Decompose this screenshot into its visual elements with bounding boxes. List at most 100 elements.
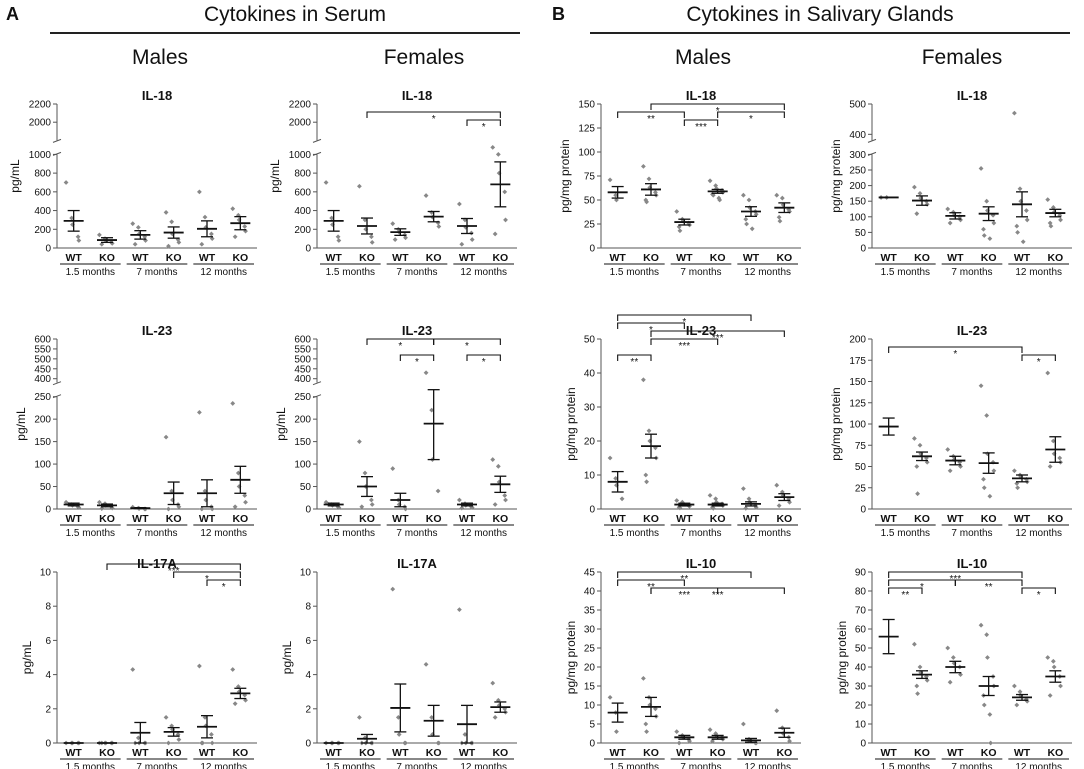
g-m-il23-data-point bbox=[613, 476, 619, 481]
g-f-il10-title: IL-10 bbox=[957, 556, 987, 571]
g-f-il18-data-point bbox=[1012, 110, 1017, 116]
g-m-il10-group-label: KO bbox=[710, 747, 726, 759]
s-f-il18-data-point bbox=[436, 224, 442, 229]
s-m-il23-data-point bbox=[232, 504, 238, 510]
s-f-il18-group-label: WT bbox=[326, 252, 343, 264]
g-m-il10-significance-stars: *** bbox=[678, 590, 690, 601]
g-f-il23-data-point bbox=[912, 436, 917, 441]
s-f-il23-data-point bbox=[369, 502, 375, 507]
g-f-il18-data-point bbox=[978, 166, 984, 171]
s-m-il18-title: IL-18 bbox=[142, 88, 172, 103]
g-m-il23-group-label: KO bbox=[776, 513, 792, 525]
s-f-il18-y-tick-label: 2200 bbox=[289, 100, 312, 111]
s-m-il23-y-label: pg/mL bbox=[14, 407, 28, 441]
s-m-il23-axis-break-mark bbox=[52, 381, 62, 386]
s-m-il23-data-point bbox=[199, 506, 205, 512]
s-f-il18-data-point bbox=[503, 217, 508, 223]
panel-letter-a: A bbox=[6, 4, 19, 24]
s-m-il23-data-point bbox=[76, 505, 82, 511]
s-f-il18-data-point bbox=[462, 217, 468, 223]
s-m-il23-age-label: 7 months bbox=[136, 528, 177, 539]
g-f-il18-y-tick-label: 100 bbox=[849, 212, 866, 223]
g-f-il10-significance-bracket bbox=[888, 587, 923, 594]
g-m-il10-y-tick-label: 20 bbox=[584, 663, 596, 674]
s-m-il17a-age-label: 1.5 months bbox=[66, 762, 115, 769]
g-f-il23-y-tick-label: 100 bbox=[849, 420, 866, 431]
g-m-il10-data-point bbox=[741, 721, 746, 727]
g-m-il18-significance-bracket bbox=[717, 111, 785, 118]
g-f-il10-group-label: WT bbox=[1014, 747, 1031, 759]
g-f-il23-data-point bbox=[917, 442, 923, 448]
g-f-il23-data-point bbox=[987, 493, 993, 499]
s-f-il17a-data-point bbox=[423, 661, 429, 667]
s-f-il23-significance-bracket bbox=[466, 354, 501, 361]
g-m-il10-data-point bbox=[644, 729, 649, 735]
g-f-il18-y-tick-label: 500 bbox=[849, 100, 866, 111]
s-f-il18-data-point bbox=[357, 183, 362, 189]
s-f-il18-y-label: pg/mL bbox=[268, 159, 282, 193]
g-m-il10-data-point bbox=[753, 740, 759, 746]
s-f-il18-data-point bbox=[335, 234, 341, 240]
g-m-il23-y-tick-label: 50 bbox=[584, 335, 596, 346]
s-f-il18-group-label: WT bbox=[392, 252, 409, 264]
s-m-il18-y-tick-label: 1000 bbox=[29, 150, 52, 161]
g-f-il10-age-label: 7 months bbox=[951, 762, 992, 769]
s-f-il18-group-label: KO bbox=[359, 252, 375, 264]
s-f-il17a-group-label: WT bbox=[326, 747, 343, 759]
g-m-il23-significance-stars: * bbox=[682, 317, 686, 328]
s-m-il17a-significance-stars: * bbox=[222, 582, 226, 593]
s-m-il17a-y-label: pg/mL bbox=[20, 641, 34, 675]
s-m-il23-y-tick-label: 600 bbox=[34, 335, 51, 346]
s-f-il23-y-tick-label: 250 bbox=[294, 392, 311, 403]
g-f-il23-data-point bbox=[915, 491, 920, 497]
s-f-il23-data-point bbox=[403, 506, 408, 512]
s-f-il18-data-point bbox=[330, 222, 335, 227]
s-f-il18-data-point bbox=[336, 238, 342, 243]
g-m-il18-data-point bbox=[614, 197, 619, 203]
g-f-il18-data-point bbox=[981, 226, 986, 232]
s-f-il18-data-point bbox=[469, 237, 475, 242]
s-f-il18-data-point bbox=[459, 241, 465, 247]
s-f-il18-data-point bbox=[463, 225, 469, 230]
s-m-il18-y-tick-label: 200 bbox=[34, 225, 51, 236]
g-m-il23-significance-bracket bbox=[617, 354, 652, 361]
s-f-il17a-data-point bbox=[490, 680, 496, 686]
g-f-il10-y-tick-label: 90 bbox=[855, 568, 867, 579]
s-f-il18-y-tick-label: 800 bbox=[294, 169, 311, 180]
g-f-il18-y-tick-label: 50 bbox=[855, 228, 867, 239]
g-m-il23-significance-bracket bbox=[617, 314, 752, 321]
s-f-il18-data-point bbox=[369, 234, 374, 240]
s-m-il23-age-label: 12 months bbox=[200, 528, 247, 539]
g-f-il10-data-point bbox=[958, 672, 963, 678]
g-f-il23-data-point bbox=[1012, 468, 1017, 474]
s-m-il17a-data-point bbox=[130, 667, 136, 672]
s-m-il17a-group-label: KO bbox=[99, 747, 115, 759]
g-m-il18-data-point bbox=[644, 199, 649, 205]
g-f-il10-group-label: WT bbox=[947, 747, 964, 759]
g-m-il23-y-tick-label: 30 bbox=[584, 403, 596, 414]
g-m-il23-data-point bbox=[641, 377, 646, 383]
s-f-il17a-data-point bbox=[430, 732, 435, 737]
g-m-il10-y-tick-label: 10 bbox=[584, 701, 596, 712]
g-m-il10-significance-stars: ** bbox=[680, 574, 688, 585]
s-f-il17a-data-point bbox=[502, 706, 508, 712]
s-f-il17a-data-point bbox=[403, 740, 408, 746]
s-m-il18-data-point bbox=[132, 241, 138, 247]
g-m-il18-group-label: WT bbox=[676, 252, 693, 264]
g-m-il23-data-point bbox=[746, 496, 752, 502]
g-m-il10-y-tick-label: 5 bbox=[589, 720, 595, 731]
g-f-il10-data-point bbox=[985, 655, 990, 660]
s-m-il17a-group-label: WT bbox=[132, 747, 149, 759]
s-f-il23-data-point bbox=[369, 497, 374, 503]
g-m-il18-data-point bbox=[749, 226, 755, 232]
g-m-il23-significance-stars: *** bbox=[678, 341, 690, 352]
g-f-il23-group-label: KO bbox=[1047, 513, 1063, 525]
g-f-il18-data-point bbox=[917, 191, 923, 196]
s-m-il18-data-point bbox=[97, 232, 102, 238]
s-m-il23-data-point bbox=[230, 401, 236, 406]
g-m-il23-y-tick-label: 0 bbox=[589, 505, 595, 516]
s-m-il18-data-point bbox=[99, 241, 105, 247]
g-m-il23-data-point bbox=[753, 504, 759, 510]
s-m-il17a-age-label: 7 months bbox=[136, 762, 177, 769]
g-m-il23-significance-bracket bbox=[650, 338, 719, 345]
